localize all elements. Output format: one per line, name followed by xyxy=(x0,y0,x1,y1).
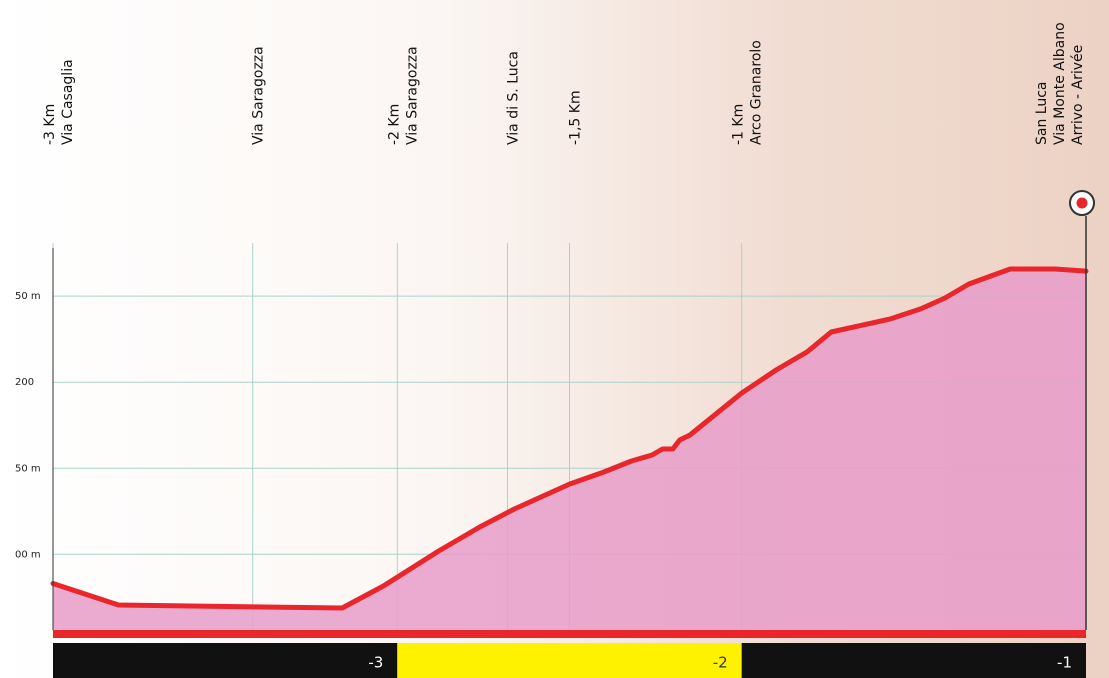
y-tick-label: 200 xyxy=(15,377,34,388)
km-segment xyxy=(53,643,397,678)
landmark-label: Arrivo - Arivée xyxy=(1070,45,1086,145)
y-tick-label: 50 m xyxy=(15,291,41,302)
landmark-label: Via Saragozza xyxy=(404,46,420,145)
landmark-label: Via Saragozza xyxy=(251,46,267,145)
profile-chart: 50 m 200 50 m 00 m -3 KmVia Casaglia Via Sara… xyxy=(0,0,1109,678)
finish-marker-dot xyxy=(1077,198,1088,209)
km-segment xyxy=(742,643,1086,678)
base-bar xyxy=(53,630,1086,638)
km-label: -2 xyxy=(713,654,728,672)
km-segment xyxy=(397,643,741,678)
landmark-label: -1,5 Km xyxy=(568,90,584,145)
landmark-label: San Luca xyxy=(1034,82,1050,146)
km-label: -3 xyxy=(368,654,383,672)
landmark-label: Via Casaglia xyxy=(60,59,76,145)
landmark-label: -1 Km xyxy=(731,104,747,145)
landmark-label: Via di S. Luca xyxy=(506,51,522,145)
y-tick-label: 00 m xyxy=(15,549,41,560)
km-label: -1 xyxy=(1057,654,1072,672)
y-tick-label: 50 m xyxy=(15,463,41,474)
landmark-label: Via Monte Albano xyxy=(1052,22,1068,145)
landmark-label: -3 Km xyxy=(42,104,58,145)
landmark-label: -2 Km xyxy=(386,104,402,145)
landmark-label: Arco Granarolo xyxy=(749,40,765,145)
